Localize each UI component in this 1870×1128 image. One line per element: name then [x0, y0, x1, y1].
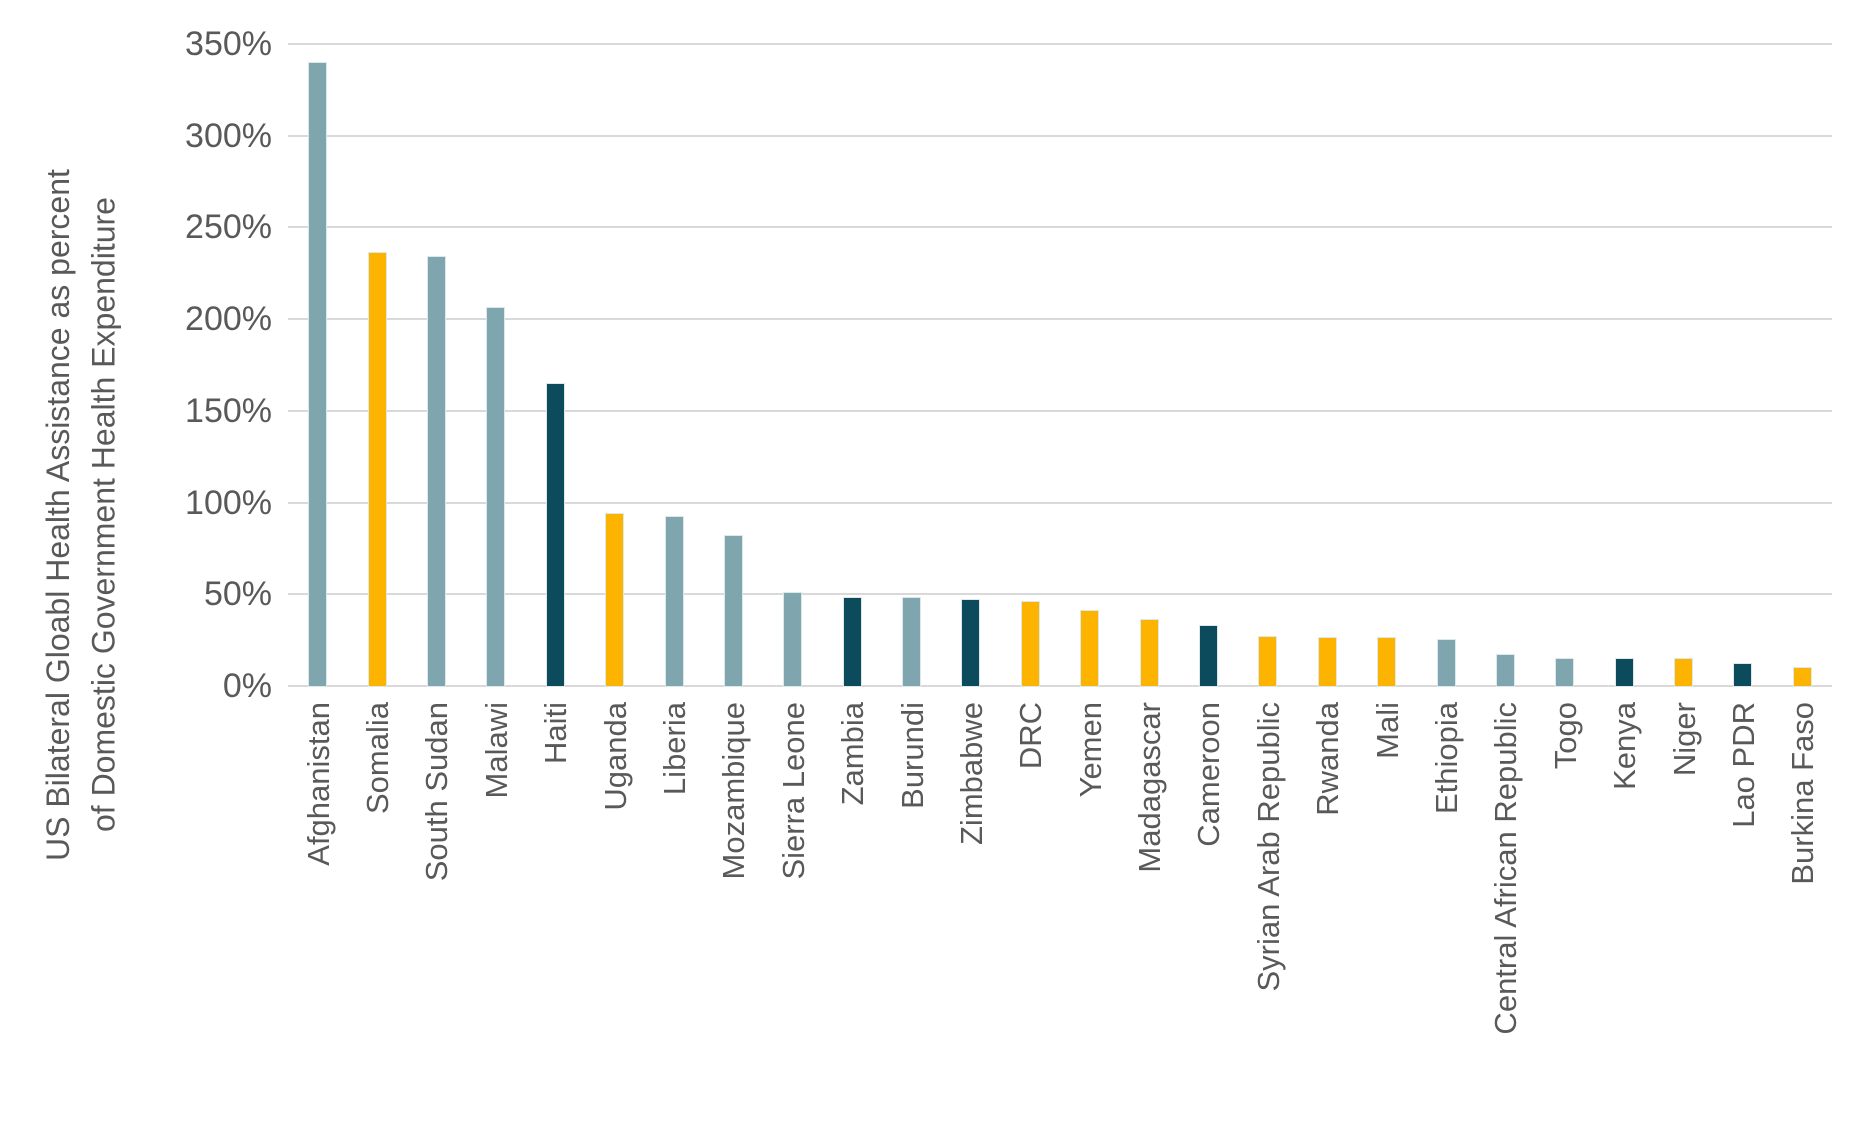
bar-madagascar	[1139, 619, 1159, 687]
bar-rwanda	[1317, 637, 1337, 687]
x-axis-label-south-sudan: South Sudan	[419, 702, 455, 882]
y-axis-tick-150: 150%	[185, 391, 272, 430]
y-axis-tick-200: 200%	[185, 300, 272, 339]
x-axis-label-syrian-arab-republic: Syrian Arab Republic	[1250, 702, 1286, 992]
x-axis-label-kenya: Kenya	[1607, 702, 1643, 790]
bar-afghanistan	[308, 61, 328, 687]
y-axis-tick-50: 50%	[203, 575, 272, 614]
gridline-0	[288, 685, 1832, 687]
gridline-350	[288, 43, 1832, 45]
x-axis-label-central-african-republic: Central African Republic	[1488, 702, 1524, 1035]
x-axis-label-uganda: Uganda	[597, 702, 633, 811]
bar-zambia	[842, 597, 862, 687]
x-axis-label-niger: Niger	[1666, 702, 1702, 777]
x-axis-label-somalia: Somalia	[360, 702, 396, 814]
bar-uganda	[605, 512, 625, 687]
bar-liberia	[664, 516, 684, 687]
bar-kenya	[1614, 657, 1634, 687]
x-axis-label-rwanda: Rwanda	[1310, 702, 1346, 816]
gridline-50	[288, 593, 1832, 596]
x-axis-label-sierra-leone: Sierra Leone	[775, 702, 811, 880]
bar-south-sudan	[426, 255, 446, 687]
bar-zimbabwe	[961, 598, 981, 687]
bar-cameroon	[1198, 624, 1218, 687]
x-axis-label-burkina-faso: Burkina Faso	[1785, 702, 1821, 885]
bar-somalia	[367, 252, 387, 687]
y-axis-tick-0: 0%	[222, 667, 272, 705]
bar-mozambique	[723, 534, 743, 687]
x-axis-label-cameroon: Cameroon	[1191, 702, 1227, 847]
x-axis-label-haiti: Haiti	[538, 702, 574, 765]
y-axis-tick-350: 350%	[185, 25, 272, 63]
bar-burkina-faso	[1792, 666, 1812, 687]
x-axis-label-mozambique: Mozambique	[716, 702, 752, 880]
x-axis-label-zambia: Zambia	[835, 702, 871, 806]
gridline-250	[288, 226, 1832, 229]
bar-togo	[1555, 657, 1575, 687]
bar-yemen	[1080, 609, 1100, 687]
bar-central-african-republic	[1495, 653, 1515, 687]
bar-niger	[1674, 657, 1694, 687]
y-axis-tick-100: 100%	[185, 483, 272, 522]
y-axis-tick-300: 300%	[185, 116, 272, 155]
x-axis-label-drc: DRC	[1013, 702, 1049, 770]
gridline-100	[288, 501, 1832, 504]
bar-burundi	[902, 597, 922, 687]
x-axis-label-afghanistan: Afghanistan	[300, 702, 336, 866]
x-axis-label-malawi: Malawi	[478, 702, 514, 799]
bar-drc	[1020, 600, 1040, 687]
gridline-200	[288, 318, 1832, 321]
x-axis-label-madagascar: Madagascar	[1132, 702, 1168, 873]
gridline-150	[288, 409, 1832, 412]
bar-ethiopia	[1436, 639, 1456, 687]
bar-malawi	[486, 307, 506, 687]
x-axis-label-yemen: Yemen	[1072, 702, 1108, 798]
bar-lao-pdr	[1733, 663, 1753, 687]
bar-sierra-leone	[783, 591, 803, 687]
gridline-300	[288, 134, 1832, 137]
bar-haiti	[545, 382, 565, 687]
x-axis-label-liberia: Liberia	[657, 702, 692, 796]
x-axis-label-lao-pdr: Lao PDR	[1725, 702, 1761, 828]
x-axis-label-burundi: Burundi	[894, 702, 930, 809]
x-axis-label-togo: Togo	[1547, 702, 1583, 770]
x-axis-label-ethiopia: Ethiopia	[1429, 702, 1464, 815]
x-axis-label-zimbabwe: Zimbabwe	[953, 702, 989, 845]
x-axis-label-mali: Mali	[1369, 702, 1405, 759]
bar-mali	[1377, 637, 1397, 687]
bar-syrian-arab-republic	[1258, 635, 1278, 687]
y-axis-tick-250: 250%	[185, 208, 272, 247]
